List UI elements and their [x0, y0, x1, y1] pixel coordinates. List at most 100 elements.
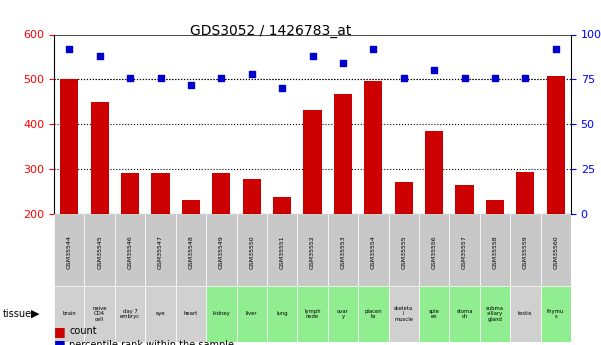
- FancyBboxPatch shape: [237, 286, 267, 342]
- Text: GSM35551: GSM35551: [279, 235, 285, 269]
- Text: liver: liver: [246, 312, 257, 316]
- FancyBboxPatch shape: [85, 214, 115, 290]
- Text: GSM35552: GSM35552: [310, 235, 315, 269]
- Text: brain: brain: [63, 312, 76, 316]
- FancyBboxPatch shape: [237, 214, 267, 290]
- Text: GSM35553: GSM35553: [340, 235, 346, 269]
- FancyBboxPatch shape: [358, 214, 388, 290]
- Point: [64, 46, 74, 52]
- Text: ▶: ▶: [31, 309, 40, 319]
- Text: stoma
ch: stoma ch: [456, 308, 473, 319]
- FancyBboxPatch shape: [54, 286, 85, 342]
- Text: GSM35546: GSM35546: [127, 235, 133, 269]
- FancyBboxPatch shape: [115, 286, 145, 342]
- Point: [247, 71, 257, 77]
- Bar: [212, 172, 230, 304]
- Text: heart: heart: [184, 312, 198, 316]
- FancyBboxPatch shape: [450, 286, 480, 342]
- Text: naive
CD4
cell: naive CD4 cell: [93, 306, 107, 322]
- Text: day 7
embryc: day 7 embryc: [120, 308, 140, 319]
- Text: GSM35554: GSM35554: [371, 235, 376, 269]
- Point: [338, 60, 348, 66]
- FancyBboxPatch shape: [510, 286, 540, 342]
- Text: GSM35547: GSM35547: [158, 235, 163, 269]
- Point: [216, 75, 226, 80]
- Point: [308, 53, 317, 59]
- Text: percentile rank within the sample: percentile rank within the sample: [69, 340, 234, 345]
- Text: lung: lung: [276, 312, 288, 316]
- FancyBboxPatch shape: [85, 286, 115, 342]
- Text: GSM35548: GSM35548: [188, 235, 194, 269]
- Text: GSM35555: GSM35555: [401, 235, 406, 269]
- Text: count: count: [69, 326, 97, 336]
- Bar: [243, 179, 261, 304]
- Bar: [395, 182, 413, 304]
- Bar: [334, 94, 352, 304]
- FancyBboxPatch shape: [328, 286, 358, 342]
- Text: GSM35558: GSM35558: [492, 235, 498, 269]
- Text: GSM35544: GSM35544: [67, 235, 72, 269]
- Text: sple
en: sple en: [429, 308, 439, 319]
- FancyBboxPatch shape: [54, 214, 85, 290]
- Text: GDS3052 / 1426783_at: GDS3052 / 1426783_at: [190, 24, 351, 38]
- Point: [186, 82, 196, 88]
- FancyBboxPatch shape: [450, 214, 480, 290]
- Bar: [91, 102, 109, 304]
- Text: tissue: tissue: [3, 309, 32, 319]
- FancyBboxPatch shape: [297, 214, 328, 290]
- FancyBboxPatch shape: [388, 214, 419, 290]
- Point: [125, 75, 135, 80]
- FancyBboxPatch shape: [480, 286, 510, 342]
- FancyBboxPatch shape: [206, 286, 237, 342]
- FancyBboxPatch shape: [388, 286, 419, 342]
- FancyBboxPatch shape: [540, 286, 571, 342]
- Point: [490, 75, 500, 80]
- Text: kidney: kidney: [212, 312, 230, 316]
- Bar: [547, 76, 565, 304]
- Point: [368, 46, 378, 52]
- Text: thymu
s: thymu s: [547, 308, 564, 319]
- Text: GSM35549: GSM35549: [219, 235, 224, 269]
- Text: GSM35545: GSM35545: [97, 235, 102, 269]
- Point: [399, 75, 409, 80]
- Point: [156, 75, 165, 80]
- Bar: [121, 173, 139, 304]
- Text: GSM35557: GSM35557: [462, 235, 467, 269]
- FancyBboxPatch shape: [480, 214, 510, 290]
- FancyBboxPatch shape: [115, 214, 145, 290]
- Text: GSM35559: GSM35559: [523, 235, 528, 269]
- Bar: [486, 199, 504, 304]
- Text: eye: eye: [156, 312, 165, 316]
- Bar: [364, 81, 382, 304]
- Bar: [304, 110, 322, 304]
- Bar: [60, 79, 78, 304]
- Text: GSM35560: GSM35560: [554, 235, 558, 269]
- Text: skeleta
l
muscle: skeleta l muscle: [394, 306, 413, 322]
- Text: placen
ta: placen ta: [365, 308, 382, 319]
- Point: [277, 86, 287, 91]
- Text: testis: testis: [518, 312, 532, 316]
- Bar: [151, 172, 169, 304]
- FancyBboxPatch shape: [540, 214, 571, 290]
- FancyBboxPatch shape: [175, 214, 206, 290]
- Point: [551, 46, 561, 52]
- FancyBboxPatch shape: [328, 214, 358, 290]
- FancyBboxPatch shape: [145, 214, 175, 290]
- FancyBboxPatch shape: [145, 286, 175, 342]
- Bar: [516, 172, 534, 304]
- Point: [520, 75, 530, 80]
- Text: ovar
y: ovar y: [337, 308, 349, 319]
- Bar: [182, 200, 200, 304]
- Text: ■: ■: [54, 325, 66, 338]
- Text: lymph
node: lymph node: [304, 308, 321, 319]
- FancyBboxPatch shape: [358, 286, 388, 342]
- Bar: [456, 185, 474, 304]
- Text: subma
xillary
gland: subma xillary gland: [486, 306, 504, 322]
- FancyBboxPatch shape: [206, 214, 237, 290]
- Point: [95, 53, 105, 59]
- FancyBboxPatch shape: [267, 214, 297, 290]
- Point: [460, 75, 469, 80]
- FancyBboxPatch shape: [419, 214, 450, 290]
- Text: ■: ■: [54, 338, 66, 345]
- Text: GSM35550: GSM35550: [249, 235, 254, 269]
